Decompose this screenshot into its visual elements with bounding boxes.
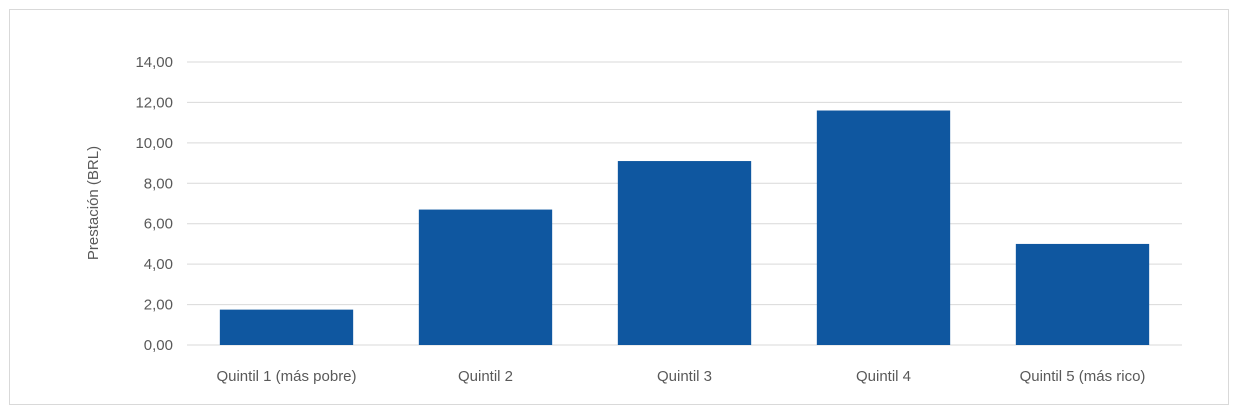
bar [1015,243,1150,345]
y-tick-label: 2,00 [144,297,173,314]
y-tick-label: 10,00 [135,135,173,152]
bar [816,110,951,345]
x-tick-label: Quintil 1 (más pobre) [216,368,356,385]
y-tick-label: 0,00 [144,337,173,354]
y-tick-label: 8,00 [144,175,173,192]
y-tick-label: 6,00 [144,216,173,233]
y-tick-label: 12,00 [135,94,173,111]
x-tick-label: Quintil 4 [856,368,911,385]
bar [219,309,354,345]
x-axis-ticks: Quintil 1 (más pobre) Quintil 2 Quintil 3 Q… [216,368,1145,385]
bar [617,161,752,345]
bar [418,209,553,345]
y-axis-ticks: 0,00 2,00 4,00 6,00 8,00 10,00 12,00 14,00 [135,54,173,354]
y-tick-label: 4,00 [144,256,173,273]
y-axis-title: Prestación (BRL) [85,146,102,260]
x-tick-label: Quintil 2 [458,368,513,385]
x-tick-label: Quintil 5 (más rico) [1020,368,1146,385]
bars [219,110,1150,345]
x-tick-label: Quintil 3 [657,368,712,385]
y-tick-label: 14,00 [135,54,173,71]
